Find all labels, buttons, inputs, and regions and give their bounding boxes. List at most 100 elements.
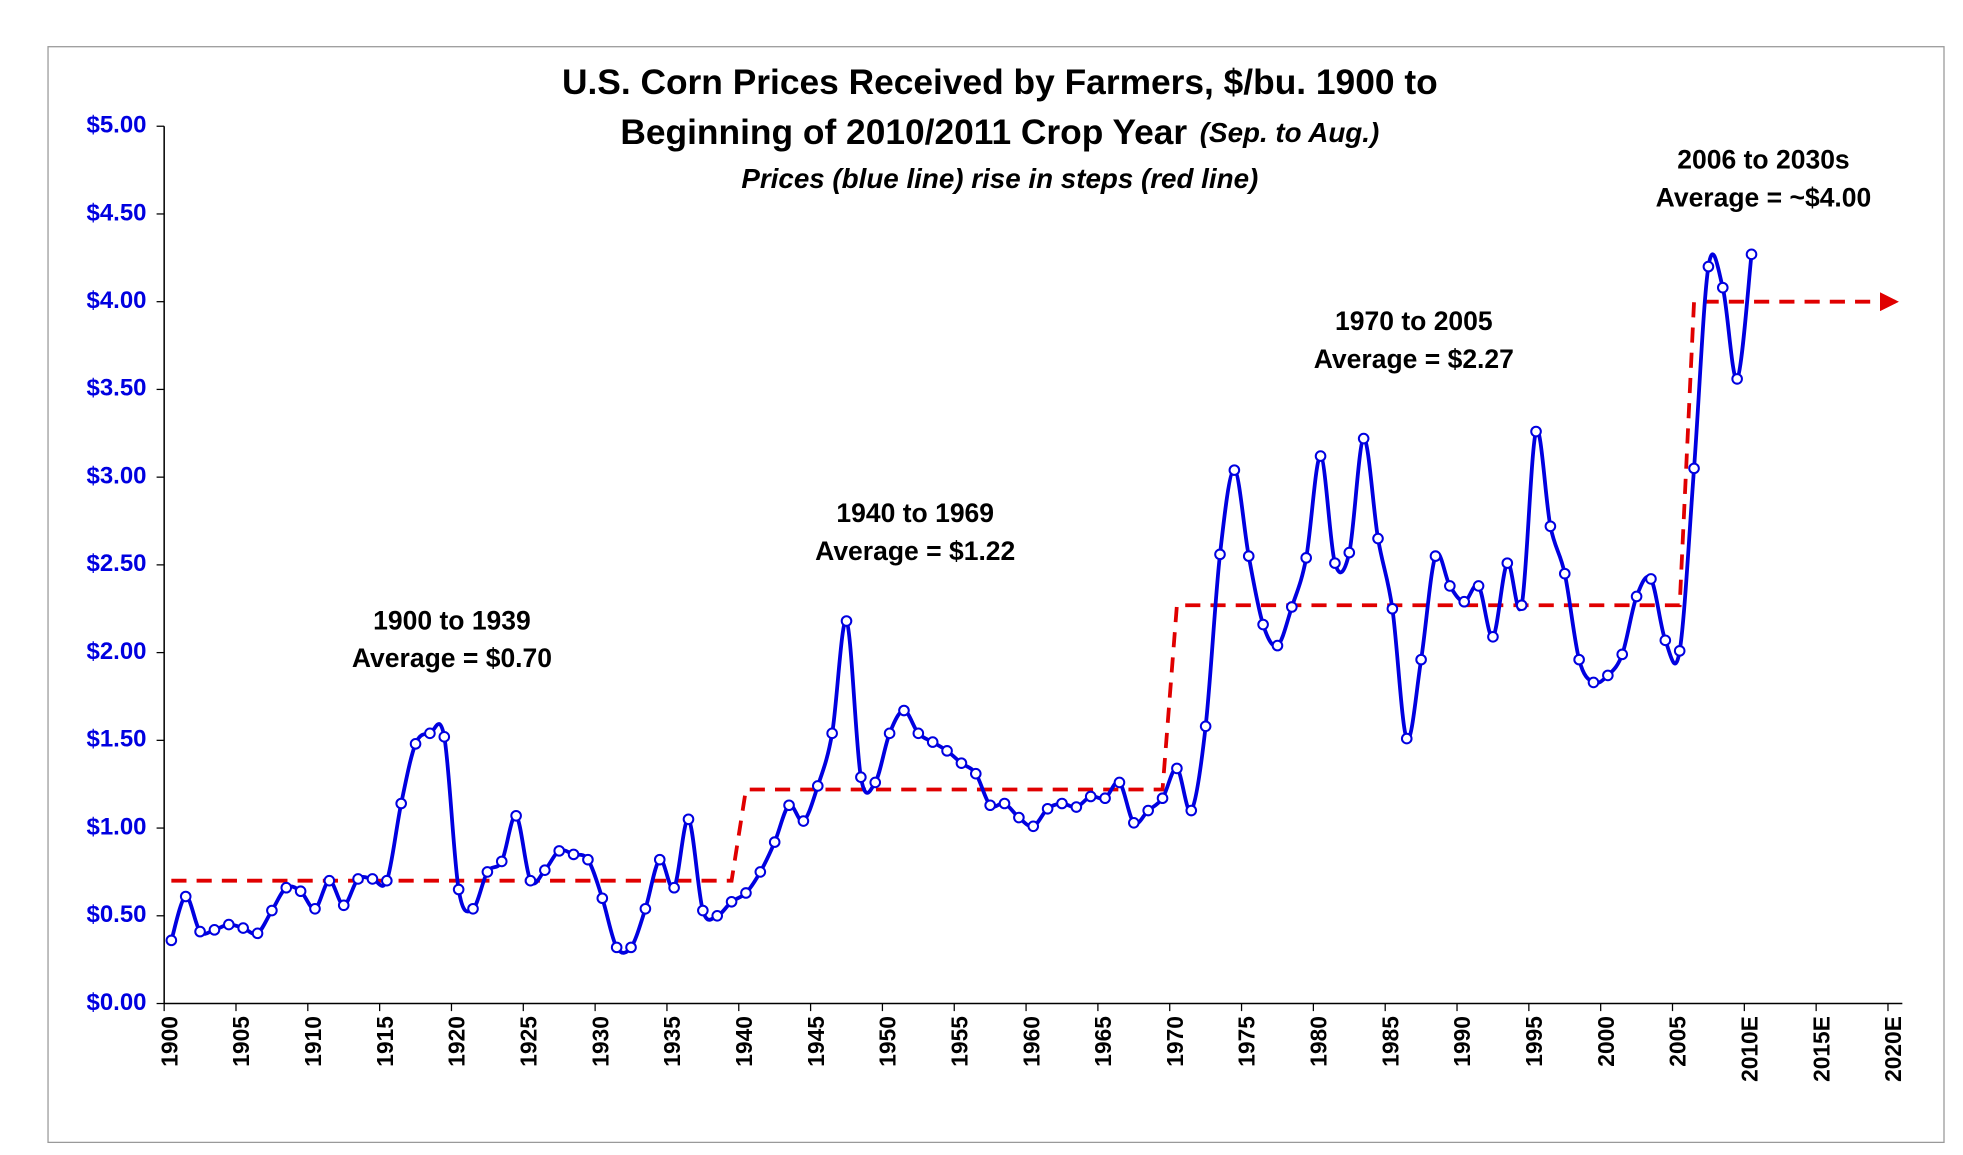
price-marker — [1573, 653, 1585, 666]
x-tick-label: 1975 — [1234, 1016, 1260, 1067]
price-marker — [1271, 639, 1284, 652]
annotation: Average = $0.70 — [352, 643, 552, 673]
x-tick-label: 1955 — [946, 1016, 972, 1067]
annotation: Average = ~$4.00 — [1656, 182, 1872, 212]
x-tick-label: 1980 — [1306, 1016, 1332, 1067]
price-marker — [1084, 790, 1097, 803]
price-marker — [395, 797, 407, 810]
price-marker — [1257, 618, 1269, 631]
price-marker — [1113, 776, 1126, 789]
x-tick-label: 1995 — [1521, 1016, 1547, 1067]
price-marker — [984, 799, 996, 812]
price-marker — [898, 704, 910, 717]
price-marker — [1372, 532, 1384, 545]
x-tick-label: 2005 — [1665, 1016, 1691, 1067]
x-tick-label: 2020E — [1880, 1016, 1906, 1082]
price-marker — [567, 848, 580, 861]
price-marker — [998, 797, 1011, 810]
chart-subtitle: Prices (blue line) rise in steps (red li… — [741, 163, 1258, 194]
y-tick-label: $2.50 — [87, 550, 147, 577]
price-marker — [266, 904, 278, 917]
price-marker — [337, 899, 350, 912]
price-marker — [223, 918, 235, 931]
price-marker — [1458, 595, 1471, 608]
price-marker — [610, 941, 623, 954]
price-marker — [1702, 260, 1715, 273]
price-marker — [1731, 373, 1743, 385]
y-tick-label: $0.50 — [87, 901, 147, 928]
price-marker — [941, 745, 953, 757]
y-tick-label: $1.00 — [87, 813, 147, 840]
x-tick-label: 1965 — [1090, 1016, 1116, 1067]
price-marker — [1242, 550, 1255, 562]
price-marker — [740, 887, 752, 899]
price-marker — [424, 727, 436, 740]
price-marker — [1070, 801, 1083, 813]
price-marker — [1515, 599, 1528, 612]
price-marker — [1013, 811, 1025, 824]
price-marker — [237, 922, 249, 934]
price-marker — [1056, 797, 1068, 810]
price-marker — [1329, 557, 1341, 569]
price-marker — [495, 855, 508, 868]
price-marker — [1343, 546, 1356, 559]
price-marker — [1745, 248, 1758, 261]
x-tick-label: 1970 — [1162, 1016, 1188, 1067]
price-marker — [1156, 792, 1169, 805]
y-tick-label: $5.00 — [87, 112, 147, 139]
price-marker — [1228, 464, 1241, 476]
price-marker — [697, 904, 709, 917]
price-marker — [811, 780, 824, 792]
price-marker — [682, 813, 695, 826]
title-line2: Beginning of 2010/2011 Crop Year — [620, 113, 1187, 152]
price-marker — [510, 809, 522, 822]
price-marker — [309, 902, 321, 915]
price-marker — [1214, 548, 1226, 561]
price-marker — [366, 873, 379, 885]
price-marker — [294, 885, 307, 898]
y-tick-label: $0.00 — [87, 989, 147, 1016]
price-marker — [381, 874, 393, 887]
price-marker — [251, 927, 264, 940]
x-tick-label: 1905 — [228, 1016, 254, 1067]
annotation: Average = $1.22 — [815, 536, 1015, 566]
chart-title: U.S. Corn Prices Received by Farmers, $/… — [562, 63, 1438, 102]
price-marker — [1357, 432, 1370, 445]
price-marker — [711, 909, 724, 922]
x-tick-label: 1920 — [444, 1016, 470, 1067]
price-marker — [783, 799, 795, 812]
price-marker — [955, 757, 968, 769]
price-marker — [194, 925, 206, 938]
price-marker — [1171, 762, 1183, 775]
x-tick-label: 1930 — [587, 1016, 613, 1067]
price-marker — [1286, 601, 1298, 613]
annotation: 1970 to 2005 — [1335, 306, 1493, 336]
price-marker — [165, 934, 178, 947]
price-marker — [1544, 520, 1557, 533]
price-marker — [1616, 648, 1629, 661]
price-marker — [1673, 645, 1686, 657]
price-marker — [1185, 804, 1198, 817]
price-marker — [1415, 653, 1427, 666]
price-marker — [438, 731, 451, 743]
price-marker — [481, 866, 494, 878]
x-tick-label: 2015E — [1808, 1016, 1834, 1082]
price-marker — [1199, 720, 1212, 733]
price-marker — [1472, 580, 1485, 592]
price-marker — [1444, 580, 1456, 592]
annotation: 1940 to 1969 — [836, 498, 994, 528]
price-marker — [1602, 669, 1614, 682]
price-marker — [912, 727, 925, 740]
price-marker — [725, 895, 738, 908]
y-tick-label: $4.00 — [87, 287, 147, 314]
price-marker — [323, 874, 336, 887]
price-marker — [1041, 802, 1054, 815]
annotation: 2006 to 2030s — [1677, 145, 1849, 175]
price-marker — [797, 815, 810, 827]
x-tick-label: 1935 — [659, 1016, 685, 1067]
price-marker — [754, 866, 767, 878]
price-marker — [179, 890, 192, 903]
price-marker — [1027, 820, 1040, 833]
